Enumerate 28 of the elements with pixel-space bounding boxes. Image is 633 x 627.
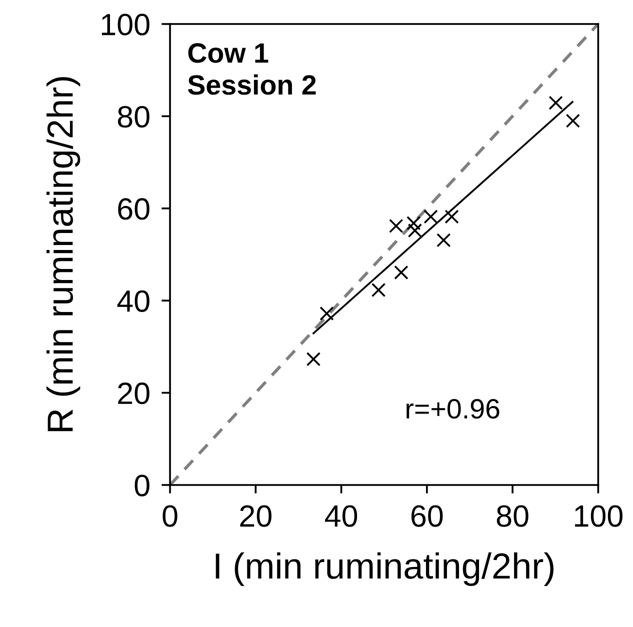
- point: [406, 216, 421, 230]
- point: [394, 265, 408, 280]
- x-tick-label: 60: [411, 505, 443, 527]
- x-tick-label: 40: [325, 505, 358, 527]
- y-tick-label: 40: [117, 290, 150, 312]
- y-tick-label: 100: [102, 14, 150, 36]
- annotation: Cow 1 Session 2: [188, 43, 316, 95]
- point: [306, 352, 321, 366]
- point: [566, 114, 580, 128]
- y-tick-label: 60: [118, 198, 150, 220]
- x-tick-label: 0: [162, 505, 178, 527]
- y-tick-label: 20: [118, 382, 150, 404]
- y-tick-label: 80: [118, 106, 150, 128]
- point: [548, 96, 563, 110]
- x-axis-title: I (min ruminating/2hr): [216, 552, 554, 586]
- x-tick-label: 80: [496, 505, 528, 527]
- point: [388, 218, 404, 234]
- x-tick-label: 20: [240, 505, 272, 527]
- x-tick-label: 100: [575, 505, 622, 527]
- point: [320, 306, 334, 321]
- point: [371, 282, 386, 298]
- point: [424, 210, 438, 224]
- y-axis-title: R (min ruminating/2hr): [46, 77, 80, 432]
- point: [444, 210, 459, 224]
- point: [408, 223, 422, 238]
- y-tick-label: 0: [134, 474, 150, 496]
- point: [436, 233, 451, 248]
- annotation: r=+0.96: [406, 399, 500, 419]
